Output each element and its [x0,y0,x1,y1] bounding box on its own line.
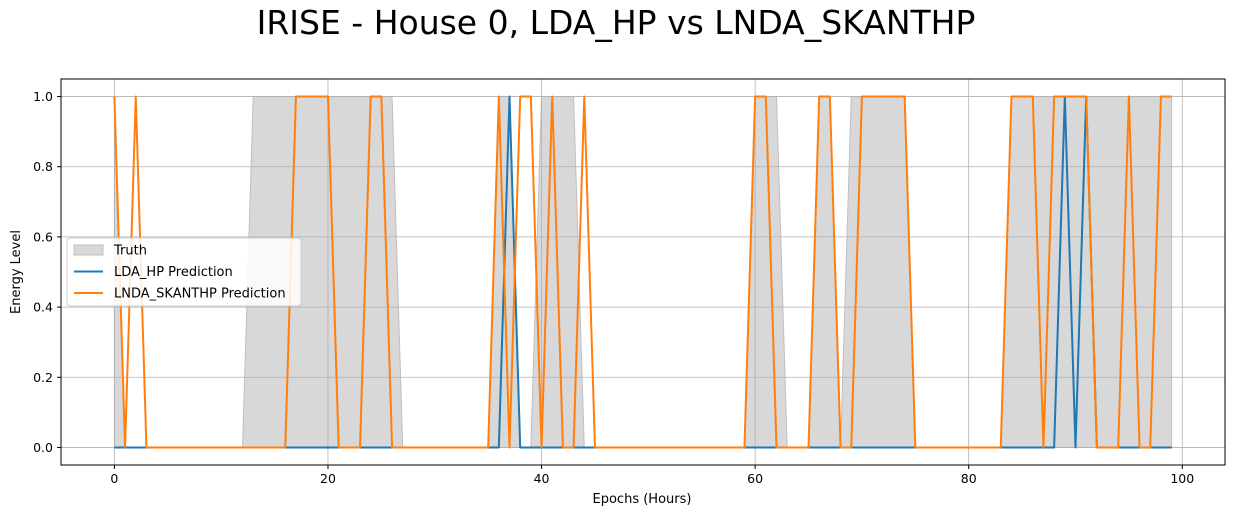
x-tick-label: 100 [1170,471,1194,486]
y-tick-label: 0.0 [33,440,53,455]
plot-area [61,79,1225,465]
axes: 0 20 40 60 80 100 0.0 0.2 0.4 0.6 0.8 1.0 [33,78,1226,486]
y-tick-label: 1.0 [33,89,53,104]
legend-entry-label: Truth [113,244,147,259]
x-tick-label: 0 [110,471,118,486]
y-tick-label: 0.6 [33,229,53,244]
plot-frame [60,78,1226,466]
x-tick-label: 20 [320,471,336,486]
legend-swatch-truth [73,244,104,256]
legend-entry-label: LDA_HP Prediction [114,265,233,280]
legend: Truth LDA_HP Prediction LNDA_SKANTHP Predi… [66,237,302,307]
y-axis-label: Energy Level [9,230,24,314]
x-tick-label: 40 [534,471,550,486]
chart-title: IRISE - House 0, LDA_HP vs LNDA_SKANTHP [257,3,976,42]
legend-box [66,237,302,307]
legend-entry-label: LNDA_SKANTHP Prediction [114,287,286,302]
x-tick-label: 80 [961,471,977,486]
x-axis-label: Epochs (Hours) [593,492,692,507]
y-tick-label: 0.2 [33,370,53,385]
y-tick-label: 0.8 [33,159,53,174]
y-tick-label: 0.4 [33,300,53,315]
x-tick-label: 60 [747,471,763,486]
